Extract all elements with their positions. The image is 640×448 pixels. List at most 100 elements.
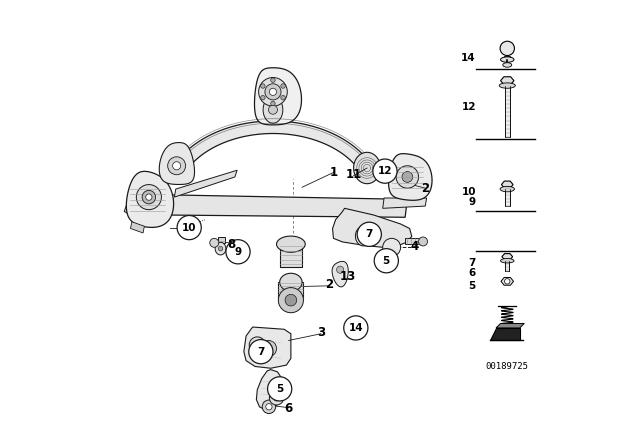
Circle shape xyxy=(273,395,280,401)
Circle shape xyxy=(265,345,272,352)
Text: 7: 7 xyxy=(468,258,476,268)
Text: 7: 7 xyxy=(365,229,373,239)
Circle shape xyxy=(374,249,398,273)
Polygon shape xyxy=(131,222,145,233)
Polygon shape xyxy=(333,208,412,247)
Text: 4: 4 xyxy=(410,240,418,253)
Circle shape xyxy=(337,266,344,273)
Polygon shape xyxy=(278,282,303,298)
Circle shape xyxy=(253,341,261,349)
Text: 00189725: 00189725 xyxy=(486,362,529,371)
Text: 1: 1 xyxy=(330,166,337,179)
Text: 3: 3 xyxy=(317,326,325,339)
Circle shape xyxy=(357,222,381,246)
Polygon shape xyxy=(383,198,427,208)
Circle shape xyxy=(500,41,515,56)
Text: 11: 11 xyxy=(346,168,362,181)
Circle shape xyxy=(262,400,276,414)
Text: 2: 2 xyxy=(325,278,333,291)
Polygon shape xyxy=(218,237,225,243)
Circle shape xyxy=(504,279,510,284)
Polygon shape xyxy=(168,121,378,179)
Circle shape xyxy=(259,78,287,106)
Polygon shape xyxy=(354,152,380,184)
Polygon shape xyxy=(504,56,511,58)
Polygon shape xyxy=(276,236,305,252)
Ellipse shape xyxy=(500,186,515,192)
Polygon shape xyxy=(174,170,237,197)
Polygon shape xyxy=(332,261,348,287)
Polygon shape xyxy=(280,273,302,291)
Text: 14: 14 xyxy=(349,323,363,333)
Circle shape xyxy=(260,95,265,100)
Circle shape xyxy=(226,240,250,264)
Polygon shape xyxy=(502,254,513,260)
Polygon shape xyxy=(280,244,302,267)
Circle shape xyxy=(271,101,275,106)
Polygon shape xyxy=(355,226,371,246)
Circle shape xyxy=(373,159,397,183)
Circle shape xyxy=(265,84,281,100)
Polygon shape xyxy=(168,195,407,217)
Ellipse shape xyxy=(499,83,515,88)
Polygon shape xyxy=(257,370,282,410)
Polygon shape xyxy=(506,261,509,271)
Text: 6: 6 xyxy=(285,402,292,415)
Circle shape xyxy=(266,404,272,410)
Text: 5: 5 xyxy=(276,384,284,394)
Circle shape xyxy=(218,246,223,251)
Circle shape xyxy=(360,233,367,240)
Polygon shape xyxy=(126,171,173,228)
Polygon shape xyxy=(405,238,423,244)
Polygon shape xyxy=(124,202,157,226)
Text: 10: 10 xyxy=(461,187,476,197)
Polygon shape xyxy=(505,86,509,137)
Circle shape xyxy=(269,105,278,114)
Polygon shape xyxy=(496,323,524,328)
Text: 14: 14 xyxy=(461,53,476,63)
Ellipse shape xyxy=(503,63,512,67)
Ellipse shape xyxy=(500,57,514,62)
Polygon shape xyxy=(255,68,301,125)
Circle shape xyxy=(419,237,428,246)
Text: 7: 7 xyxy=(257,347,264,357)
Text: 12: 12 xyxy=(461,102,476,112)
Polygon shape xyxy=(278,288,303,313)
Polygon shape xyxy=(244,327,291,368)
Circle shape xyxy=(344,316,368,340)
Circle shape xyxy=(142,190,156,204)
Text: 9: 9 xyxy=(234,247,241,257)
Circle shape xyxy=(269,391,284,405)
Circle shape xyxy=(285,294,297,306)
Polygon shape xyxy=(215,242,226,255)
Circle shape xyxy=(249,337,266,353)
Text: 2: 2 xyxy=(421,181,429,195)
Circle shape xyxy=(177,215,202,240)
Circle shape xyxy=(168,157,186,175)
Ellipse shape xyxy=(500,258,514,263)
Circle shape xyxy=(173,162,180,170)
Text: 13: 13 xyxy=(340,270,356,283)
Circle shape xyxy=(260,340,276,357)
Text: 10: 10 xyxy=(182,223,196,233)
Circle shape xyxy=(402,172,413,182)
Polygon shape xyxy=(505,189,509,206)
Polygon shape xyxy=(388,154,432,200)
Circle shape xyxy=(260,84,265,88)
Polygon shape xyxy=(502,181,513,188)
Text: 5: 5 xyxy=(383,256,390,266)
Circle shape xyxy=(396,166,419,188)
Circle shape xyxy=(146,194,152,200)
Circle shape xyxy=(281,95,285,100)
Polygon shape xyxy=(263,96,283,123)
Text: 12: 12 xyxy=(378,166,392,176)
Circle shape xyxy=(210,238,219,247)
Circle shape xyxy=(249,340,273,364)
Circle shape xyxy=(269,88,276,95)
Text: 6: 6 xyxy=(468,268,476,278)
Circle shape xyxy=(281,84,285,88)
Circle shape xyxy=(271,78,275,82)
Polygon shape xyxy=(500,77,514,85)
Circle shape xyxy=(383,238,401,256)
Polygon shape xyxy=(159,142,195,185)
